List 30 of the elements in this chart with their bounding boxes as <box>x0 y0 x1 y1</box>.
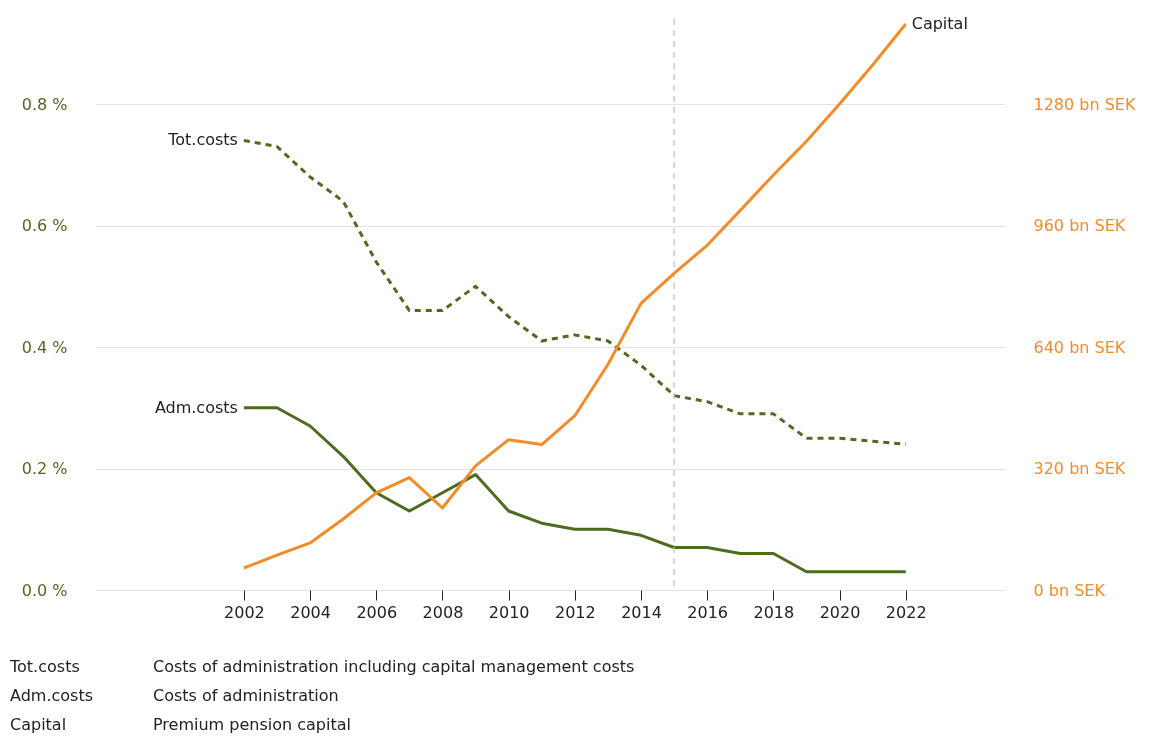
x-tick-label: 2012 <box>554 602 596 622</box>
x-tick-label: 2022 <box>885 602 927 622</box>
x-tick-label: 2010 <box>488 602 530 622</box>
y-tick-label: 0.2 % <box>21 459 68 479</box>
series-label: Capital <box>911 13 968 33</box>
x-tick-label: 2020 <box>819 602 861 622</box>
series-label: Tot.costs <box>167 130 238 150</box>
x-tick-label: 2018 <box>753 602 795 622</box>
y-tick-label: 0.4 % <box>21 337 68 357</box>
x-tick-label: 2006 <box>356 602 398 622</box>
x-tick-label: 2014 <box>621 602 662 622</box>
text: Tot.costs Costs of administration including capital management costs <box>10 657 635 676</box>
y2-tick-label: 960 bn SEK <box>1033 216 1126 236</box>
text: Adm.costs Costs of administration <box>10 686 339 705</box>
x-tick-label: 2008 <box>422 602 464 622</box>
line-series <box>242 22 908 570</box>
series-label: Adm.costs <box>154 397 238 417</box>
x-tick-label: 2016 <box>687 602 729 622</box>
y2-tick-label: 640 bn SEK <box>1033 337 1126 357</box>
y-tick-label: 0.8 % <box>21 94 68 114</box>
text: Capital Premium pension capital <box>10 715 351 734</box>
y2-tick-label: 320 bn SEK <box>1033 459 1126 479</box>
x-tick-label: 2004 <box>290 602 331 622</box>
line-series <box>242 406 908 574</box>
line-series <box>242 138 908 446</box>
x-tick-label: 2002 <box>224 602 265 622</box>
y-tick-label: 0.6 % <box>21 216 68 236</box>
y2-tick-label: 0 bn SEK <box>1033 580 1106 600</box>
y2-tick-label: 1280 bn SEK <box>1033 94 1136 114</box>
y-tick-label: 0.0 % <box>21 580 68 600</box>
